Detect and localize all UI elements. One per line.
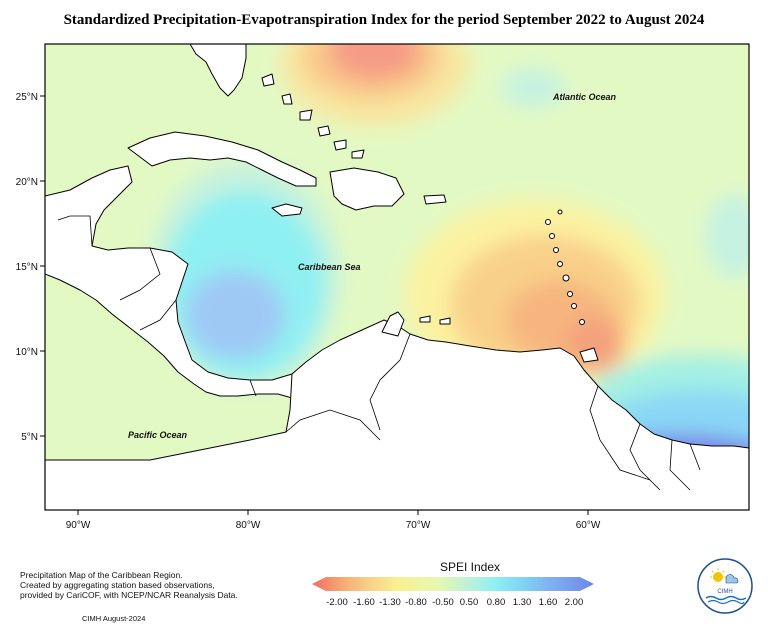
- legend-title: SPEI Index: [439, 560, 501, 574]
- legend-tick: 0.50: [460, 597, 479, 608]
- lat-label-15: 15°N: [16, 262, 38, 273]
- coastlines: [45, 44, 749, 510]
- lat-label-10: 10°N: [16, 347, 38, 358]
- lat-label-5: 5°N: [21, 432, 38, 443]
- lon-label-80w: 80°W: [236, 520, 261, 531]
- pacific-ocean-label: Pacific Ocean: [128, 430, 188, 440]
- legend-tick: 1.60: [539, 597, 558, 608]
- legend-tick: 2.00: [565, 597, 584, 608]
- cimh-logo: CIMH: [697, 558, 753, 614]
- legend-tick: -2.00: [326, 597, 348, 608]
- lon-label-70w: 70°W: [406, 520, 431, 531]
- legend-tick: 1.30: [513, 597, 532, 608]
- map-frame: [44, 43, 750, 511]
- lon-label-60w: 60°W: [576, 520, 601, 531]
- legend-colorbar: [312, 577, 594, 591]
- note-line-1: Precipitation Map of the Caribbean Regio…: [20, 570, 183, 580]
- legend-ticks: -2.00 -1.60 -1.30 -0.80 -0.50 0.50 0.80 …: [326, 597, 583, 608]
- axis-ticks: [40, 95, 589, 515]
- legend-tick: -0.80: [405, 597, 427, 608]
- legend-tick: -0.50: [432, 597, 454, 608]
- legend-tick: -1.30: [379, 597, 401, 608]
- lat-label-20: 20°N: [16, 177, 38, 188]
- country-borders: [57, 215, 701, 491]
- logo-text: CIMH: [717, 589, 732, 595]
- map-title: Standardized Precipitation-Evapotranspir…: [63, 12, 705, 28]
- credit-text: CIMH August-2024: [82, 614, 146, 623]
- legend-tick: 0.80: [487, 597, 506, 608]
- atlantic-ocean-label: Atlantic Ocean: [552, 92, 617, 102]
- note-line-3: provided by CariCOF, with NCEP/NCAR Rean…: [20, 590, 238, 600]
- lat-label-25: 25°N: [16, 92, 38, 103]
- caribbean-sea-label: Caribbean Sea: [298, 262, 361, 272]
- legend-tick: -1.60: [353, 597, 375, 608]
- note-line-2: Created by aggregating station based obs…: [20, 580, 215, 590]
- lon-label-90w: 90°W: [66, 520, 91, 531]
- map-description: Precipitation Map of the Caribbean Regio…: [20, 570, 238, 600]
